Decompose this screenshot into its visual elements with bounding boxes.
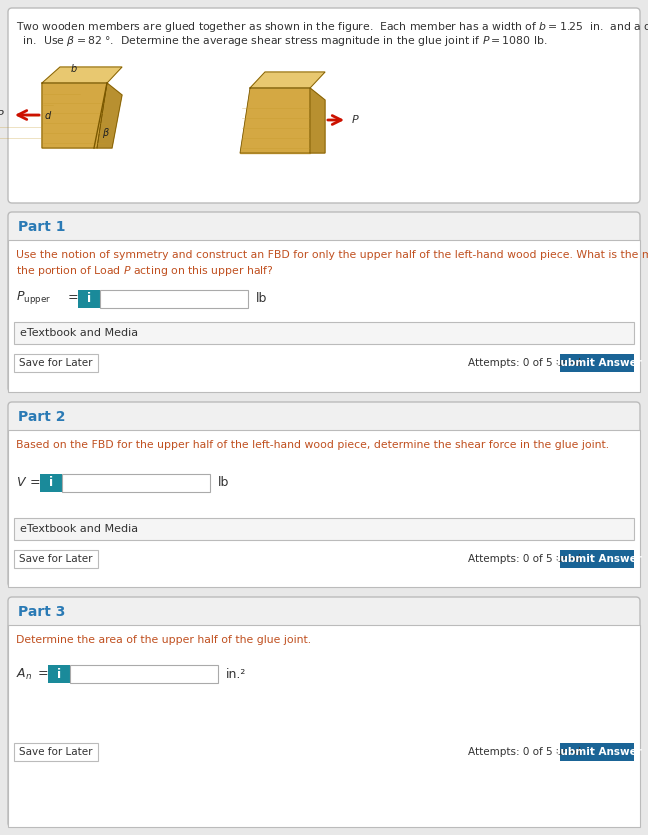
Text: lb: lb <box>218 477 229 489</box>
Text: in.²: in.² <box>226 667 246 681</box>
Text: Submit Answer: Submit Answer <box>553 554 642 564</box>
Bar <box>14 354 98 372</box>
Text: Submit Answer: Submit Answer <box>553 747 642 757</box>
Text: Determine the area of the upper half of the glue joint.: Determine the area of the upper half of … <box>16 635 311 645</box>
Text: eTextbook and Media: eTextbook and Media <box>20 328 138 338</box>
Text: eTextbook and Media: eTextbook and Media <box>20 524 138 534</box>
Text: i: i <box>57 667 61 681</box>
Text: Save for Later: Save for Later <box>19 554 93 564</box>
Text: Part 1: Part 1 <box>18 220 65 234</box>
FancyBboxPatch shape <box>8 212 640 392</box>
Bar <box>8 430 640 587</box>
Bar <box>40 474 62 492</box>
Polygon shape <box>250 72 325 88</box>
Bar <box>14 322 634 344</box>
Polygon shape <box>310 88 325 153</box>
Bar <box>14 550 98 568</box>
Text: $A_{n}$: $A_{n}$ <box>16 666 32 681</box>
Bar <box>62 474 210 492</box>
Text: Part 3: Part 3 <box>18 605 65 619</box>
Text: =: = <box>30 477 41 489</box>
Text: Save for Later: Save for Later <box>19 358 93 368</box>
Text: $\beta$: $\beta$ <box>102 126 110 140</box>
Text: Attempts: 0 of 5 used: Attempts: 0 of 5 used <box>468 554 581 564</box>
Text: Save for Later: Save for Later <box>19 747 93 757</box>
Text: Two wooden members are glued together as shown in the figure.  Each member has a: Two wooden members are glued together as… <box>16 20 648 34</box>
Text: Attempts: 0 of 5 used: Attempts: 0 of 5 used <box>468 358 581 368</box>
Text: Based on the FBD for the upper half of the left-hand wood piece, determine the s: Based on the FBD for the upper half of t… <box>16 440 609 450</box>
Bar <box>14 518 634 540</box>
Text: P: P <box>352 115 358 125</box>
Bar <box>48 665 70 683</box>
Polygon shape <box>42 67 122 83</box>
Text: =: = <box>68 291 78 305</box>
FancyBboxPatch shape <box>8 402 640 587</box>
Bar <box>560 354 634 372</box>
Text: lb: lb <box>256 292 268 306</box>
Text: P: P <box>0 110 3 120</box>
Text: $P_{\rm upper}$: $P_{\rm upper}$ <box>16 290 51 306</box>
Text: in.  Use $\beta = 82$ °.  Determine the average shear stress magnitude in the gl: in. Use $\beta = 82$ °. Determine the av… <box>16 34 548 48</box>
Bar <box>560 743 634 761</box>
Text: $V$: $V$ <box>16 477 27 489</box>
Bar <box>70 665 218 683</box>
Text: Submit Answer: Submit Answer <box>553 358 642 368</box>
Polygon shape <box>240 88 310 153</box>
Text: i: i <box>49 477 53 489</box>
Polygon shape <box>42 83 107 148</box>
Bar <box>8 240 640 392</box>
Bar <box>8 625 640 827</box>
Text: Use the notion of symmetry and construct an FBD for only the upper half of the l: Use the notion of symmetry and construct… <box>16 250 648 260</box>
Bar <box>560 550 634 568</box>
Bar <box>14 743 98 761</box>
Text: Part 2: Part 2 <box>18 410 65 424</box>
FancyBboxPatch shape <box>8 597 640 827</box>
Text: i: i <box>87 292 91 306</box>
Text: the portion of Load $P$ acting on this upper half?: the portion of Load $P$ acting on this u… <box>16 264 273 278</box>
FancyBboxPatch shape <box>8 8 640 203</box>
Bar <box>100 290 248 308</box>
Text: b: b <box>71 64 77 74</box>
Text: Attempts: 0 of 5 used: Attempts: 0 of 5 used <box>468 747 581 757</box>
Bar <box>78 290 100 308</box>
Polygon shape <box>97 83 122 148</box>
Text: =: = <box>38 667 49 681</box>
Text: d: d <box>45 111 51 121</box>
